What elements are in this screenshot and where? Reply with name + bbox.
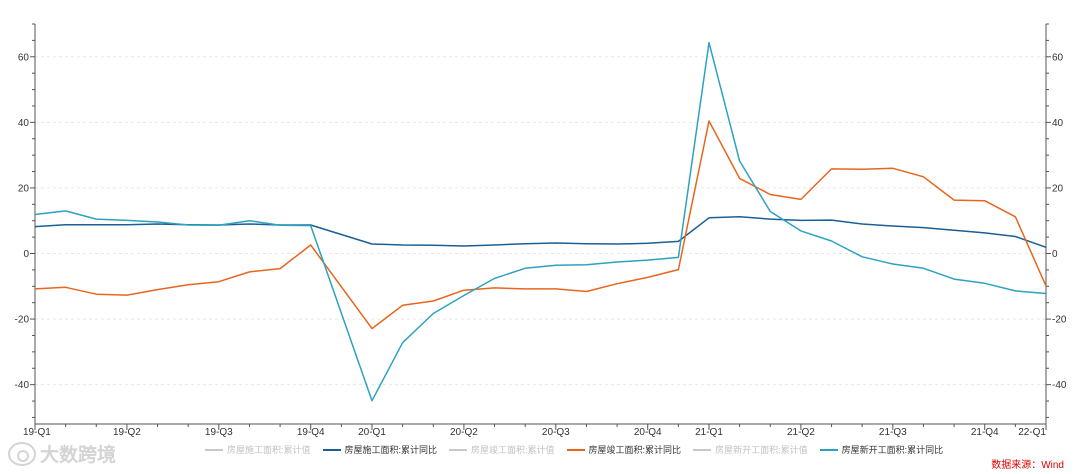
data-source: 数据来源：Wind (991, 460, 1064, 471)
logo-icon (8, 441, 36, 466)
x-tick-label: 20-Q2 (450, 427, 478, 438)
legend-swatch (819, 448, 838, 451)
tick-labels: -40 -40 -20 -20 0 0 20 20 40 40 60 60 19-Q1 19-Q2 19-Q… (15, 52, 1067, 438)
y-tick-label-right: 20 (1052, 183, 1064, 194)
x-tick-label: 21-Q3 (879, 427, 907, 438)
legend-swatch (205, 448, 223, 451)
y-tick-label-left: 20 (18, 183, 30, 194)
x-tick-label: 20-Q4 (634, 427, 662, 438)
x-tick-label: 21-Q2 (787, 427, 815, 438)
legend-item[interactable]: 房屋竣工面积:累计同比 (566, 443, 682, 456)
x-tick-label: 21-Q4 (971, 427, 999, 438)
logo-text: 大数跨境 (40, 445, 117, 466)
x-tick-label: 19-Q3 (205, 427, 233, 438)
y-tick-label-left: -20 (15, 315, 30, 326)
chart-legend: 房屋施工面积:累计值 房屋施工面积:累计同比 房屋竣工面积:累计值 房屋竣工面积:累计… (205, 443, 955, 456)
axes (30, 23, 1051, 430)
legend-swatch (449, 448, 468, 451)
legend-swatch (693, 448, 712, 451)
legend-label: 房屋竣工面积:累计同比 (588, 445, 682, 455)
legend-label: 房屋竣工面积:累计值 (471, 445, 555, 455)
y-tick-label-right: 60 (1052, 52, 1064, 63)
x-tick-label: 19-Q2 (113, 427, 141, 438)
legend-label: 房屋施工面积:累计同比 (344, 445, 438, 455)
x-tick-label: 19-Q1 (23, 427, 51, 438)
x-tick-label: 21-Q1 (695, 427, 723, 438)
legend-swatch (322, 448, 341, 451)
y-tick-label-right: -40 (1052, 380, 1067, 391)
legend-label: 房屋施工面积:累计值 (227, 445, 311, 455)
series-line (34, 216, 1047, 249)
legend-swatch (566, 448, 585, 451)
series-line (34, 41, 1047, 402)
y-tick-label-left: -40 (15, 380, 30, 391)
y-tick-label-left: 0 (23, 249, 29, 260)
x-tick-label: 22-Q1 (1018, 427, 1046, 438)
x-tick-label: 20-Q3 (542, 427, 570, 438)
series-line (34, 120, 1047, 330)
legend-item[interactable]: 房屋新开工面积:累计同比 (819, 443, 944, 456)
x-tick-label: 20-Q1 (358, 427, 386, 438)
legend-item[interactable]: 房屋施工面积:累计同比 (322, 443, 438, 456)
series-lines (34, 41, 1047, 402)
legend-label: 房屋新开工面积:累计值 (715, 445, 808, 455)
grid-lines (35, 56, 1046, 386)
legend-item[interactable]: 房屋竣工面积:累计值 (449, 443, 555, 456)
y-tick-label-right: -20 (1052, 315, 1067, 326)
legend-item[interactable]: 房屋施工面积:累计值 (205, 443, 311, 456)
y-tick-label-right: 40 (1052, 118, 1064, 129)
x-tick-label: 19-Q4 (297, 427, 325, 438)
y-tick-label-right: 0 (1052, 249, 1058, 260)
legend-label: 房屋新开工面积:累计同比 (841, 445, 944, 455)
y-tick-label-left: 40 (18, 118, 30, 129)
brand-logo: 大数跨境 (8, 440, 116, 467)
legend-item[interactable]: 房屋新开工面积:累计值 (693, 443, 808, 456)
y-tick-label-left: 60 (18, 52, 30, 63)
